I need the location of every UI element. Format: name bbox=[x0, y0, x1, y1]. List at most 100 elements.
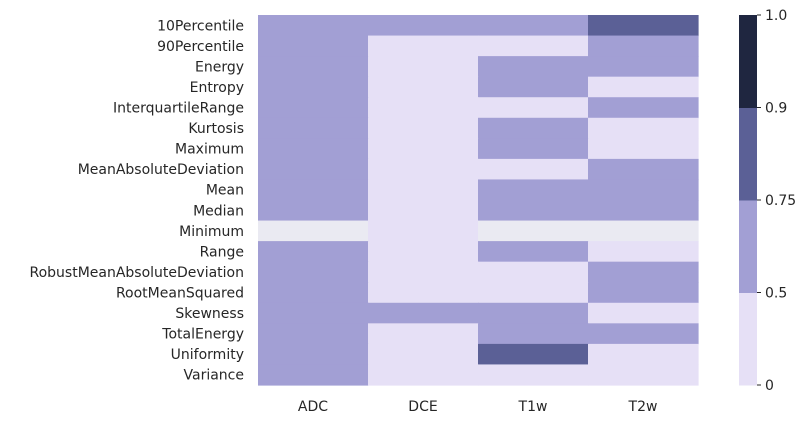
heatmap-cell bbox=[258, 179, 369, 201]
heatmap-cell bbox=[588, 117, 699, 139]
heatmap-cell bbox=[588, 261, 699, 283]
colorbar-segment bbox=[739, 200, 757, 293]
heatmap-cell bbox=[588, 241, 699, 263]
heatmap-cell bbox=[368, 261, 479, 283]
heatmap-cell bbox=[258, 282, 369, 304]
heatmap-cell bbox=[258, 15, 369, 37]
row-label: Uniformity bbox=[171, 347, 244, 363]
heatmap-cell bbox=[368, 302, 479, 324]
column-label: DCE bbox=[408, 399, 437, 415]
column-label: T2w bbox=[628, 399, 658, 415]
heatmap-cell bbox=[258, 76, 369, 98]
row-label: 10Percentile bbox=[157, 18, 244, 34]
heatmap-cell bbox=[258, 138, 369, 160]
heatmap-cell bbox=[368, 97, 479, 119]
heatmap-cell bbox=[588, 282, 699, 304]
heatmap-cell bbox=[478, 220, 589, 242]
heatmap-cell bbox=[588, 138, 699, 160]
heatmap-cell bbox=[478, 56, 589, 78]
row-label: Entropy bbox=[190, 80, 244, 96]
heatmap-cell bbox=[368, 35, 479, 57]
heatmap-cell bbox=[478, 241, 589, 263]
heatmap-cell bbox=[588, 200, 699, 222]
heatmap-cell bbox=[258, 200, 369, 222]
colorbar-tick-label: 1.0 bbox=[765, 8, 787, 24]
heatmap-cell bbox=[368, 220, 479, 242]
heatmap-cell bbox=[258, 261, 369, 283]
heatmap-cell bbox=[258, 241, 369, 263]
heatmap-cell bbox=[258, 302, 369, 324]
row-label: MeanAbsoluteDeviation bbox=[78, 162, 244, 178]
heatmap-cell bbox=[478, 158, 589, 181]
heatmap-cell bbox=[478, 200, 589, 222]
heatmap-cell bbox=[368, 15, 479, 37]
heatmap-cell bbox=[588, 364, 699, 386]
heatmap-cell bbox=[588, 56, 699, 78]
column-label: T1w bbox=[518, 399, 548, 415]
heatmap-cell bbox=[478, 15, 589, 37]
heatmap-cell bbox=[368, 323, 479, 345]
row-label: Energy bbox=[195, 59, 244, 75]
heatmap-cell bbox=[478, 302, 589, 324]
heatmap-cell bbox=[258, 323, 369, 345]
heatmap-cell bbox=[258, 117, 369, 139]
row-label: Variance bbox=[184, 368, 244, 384]
heatmap-cell bbox=[368, 200, 479, 222]
heatmap-cell bbox=[368, 158, 479, 181]
heatmap-cell bbox=[478, 261, 589, 283]
heatmap-cell bbox=[588, 158, 699, 181]
heatmap-cell bbox=[588, 179, 699, 201]
heatmap-cell bbox=[368, 364, 479, 386]
heatmap-cell bbox=[588, 15, 699, 37]
heatmap-cell bbox=[478, 343, 589, 366]
row-label: Kurtosis bbox=[188, 121, 244, 137]
heatmap-cell bbox=[368, 56, 479, 78]
heatmap-cell bbox=[258, 56, 369, 78]
heatmap-cell bbox=[368, 76, 479, 98]
heatmap-cell bbox=[588, 97, 699, 119]
colorbar-segment bbox=[739, 107, 757, 201]
heatmap-cell bbox=[588, 76, 699, 98]
row-label: InterquartileRange bbox=[113, 101, 244, 117]
heatmap-cell bbox=[588, 323, 699, 345]
row-label: TotalEnergy bbox=[161, 327, 244, 343]
heatmap-cell bbox=[368, 138, 479, 160]
colorbar-tick-label: 0 bbox=[765, 378, 774, 394]
heatmap-cell bbox=[368, 241, 479, 263]
colorbar-tick-label: 0.75 bbox=[765, 193, 796, 209]
heatmap-cell bbox=[258, 35, 369, 57]
heatmap-cell bbox=[588, 220, 699, 242]
heatmap-cell bbox=[368, 343, 479, 366]
heatmap-cell bbox=[588, 35, 699, 57]
colorbar-segment bbox=[739, 15, 757, 108]
heatmap-cell bbox=[588, 302, 699, 324]
heatmap-cell bbox=[368, 282, 479, 304]
heatmap-cell bbox=[478, 179, 589, 201]
heatmap-cell bbox=[478, 117, 589, 139]
heatmap-cell bbox=[258, 364, 369, 386]
column-label: ADC bbox=[298, 399, 328, 415]
colorbar-tick-label: 0.9 bbox=[765, 101, 787, 117]
colorbar-segment bbox=[739, 292, 757, 386]
row-label: Median bbox=[193, 203, 244, 219]
heatmap-cell bbox=[478, 35, 589, 57]
row-label: Mean bbox=[206, 183, 244, 199]
row-label: RootMeanSquared bbox=[116, 286, 244, 302]
heatmap-cell bbox=[258, 220, 369, 242]
row-label: 90Percentile bbox=[157, 39, 244, 55]
heatmap-cell bbox=[368, 117, 479, 139]
heatmap-cell bbox=[478, 97, 589, 119]
row-label: Range bbox=[200, 244, 244, 260]
heatmap-cell bbox=[258, 97, 369, 119]
heatmap-cell bbox=[478, 76, 589, 98]
heatmap-cell bbox=[258, 343, 369, 366]
heatmap-cell bbox=[478, 364, 589, 386]
heatmap-cell bbox=[588, 343, 699, 366]
row-label: Skewness bbox=[175, 306, 244, 322]
colorbar-tick-label: 0.5 bbox=[765, 286, 787, 302]
row-label: Maximum bbox=[175, 142, 244, 158]
row-label: RobustMeanAbsoluteDeviation bbox=[29, 265, 244, 281]
heatmap-cell bbox=[478, 323, 589, 345]
row-label: Minimum bbox=[179, 224, 244, 240]
